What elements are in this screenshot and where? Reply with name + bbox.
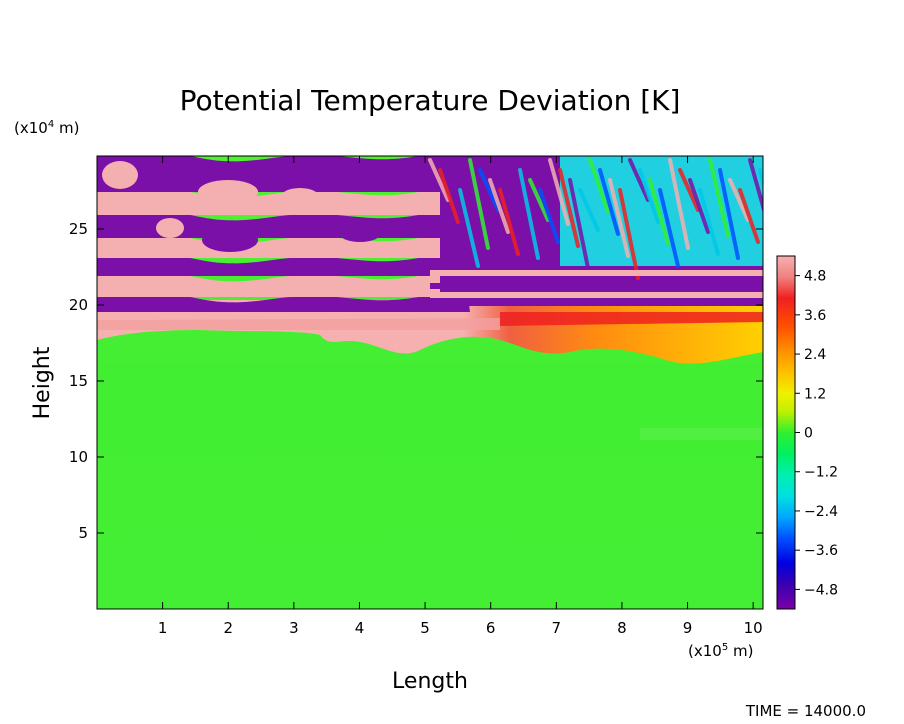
colorbar-label: −2.4 — [804, 504, 838, 520]
heatmap-thin-layer — [430, 292, 763, 298]
heatmap-wave — [438, 168, 460, 224]
y-unit-label: (x104 m) — [14, 119, 79, 137]
heatmap-wave — [658, 188, 680, 268]
heatmap-wave — [628, 158, 650, 202]
heatmap-wave — [508, 158, 530, 238]
heatmap-wave — [698, 188, 720, 256]
y-tick-label: 25 — [69, 220, 88, 238]
plot-frame — [96, 155, 764, 610]
heatmap-layer — [97, 229, 470, 258]
x-tick-label: 5 — [420, 619, 430, 637]
time-footer: TIME = 14000.0 — [745, 702, 866, 720]
heatmap-wave — [668, 158, 690, 250]
heatmap-wave — [728, 178, 750, 222]
heatmap-blob — [198, 180, 258, 204]
x-tick-label: 2 — [223, 619, 233, 637]
heatmap-wave — [708, 158, 730, 238]
heatmap-thin-layer — [430, 283, 763, 289]
chart-title: Potential Temperature Deviation [K] — [180, 84, 681, 117]
heatmap-blob — [280, 188, 320, 208]
colorbar-label: −3.6 — [804, 543, 838, 559]
heatmap-layer — [97, 249, 470, 276]
colorbar-label: 3.6 — [804, 308, 826, 324]
heatmap-wave — [538, 188, 560, 244]
heatmap-thin-layer — [430, 270, 763, 276]
heatmap-wave — [468, 158, 490, 250]
heatmap-field — [97, 156, 763, 609]
x-tick-label: 8 — [617, 619, 627, 637]
y-tick-label: 15 — [69, 372, 88, 390]
colorbar — [776, 255, 796, 610]
heatmap-wave — [428, 158, 450, 202]
heatmap-wave — [648, 178, 670, 246]
heatmap-wave — [608, 178, 630, 258]
heatmap-wave — [558, 168, 580, 248]
heatmap-wave — [548, 158, 570, 226]
heatmap-wave — [568, 178, 590, 270]
heatmap-blob — [338, 222, 382, 242]
heatmap-wave — [578, 188, 600, 232]
heatmap-wave — [688, 178, 710, 234]
heatmap-layer — [97, 156, 470, 192]
colorbar-label: 4.8 — [804, 269, 826, 285]
heatmap-layer — [97, 267, 470, 297]
heatmap-red-core — [500, 312, 763, 326]
x-tick-label: 9 — [683, 619, 693, 637]
heatmap-wave — [458, 188, 480, 268]
x-tick-label: 10 — [744, 619, 763, 637]
heatmap-wave — [488, 178, 510, 234]
heatmap-blob — [102, 161, 138, 189]
heatmap-wave — [678, 168, 700, 212]
x-tick-label: 4 — [355, 619, 365, 637]
heatmap-wave — [448, 178, 470, 246]
heatmap-layer — [97, 288, 470, 312]
heatmap-blob — [202, 228, 258, 252]
colorbar-label: −4.8 — [804, 582, 838, 598]
heatmap-wave — [518, 168, 540, 260]
heatmap-wave — [618, 188, 640, 280]
y-tick-label: 20 — [69, 296, 88, 314]
colorbar-label: −1.2 — [804, 465, 838, 481]
x-tick-label: 7 — [552, 619, 562, 637]
heatmap-pink-core — [97, 318, 500, 330]
heatmap-wave — [528, 178, 550, 222]
heatmap-wave — [498, 188, 520, 256]
heatmap-blob — [156, 218, 184, 238]
heatmap-wave — [638, 168, 660, 224]
heatmap-thin-layer — [430, 300, 763, 306]
x-tick-label: 3 — [289, 619, 299, 637]
x-axis-label: Length — [392, 669, 468, 694]
heatmap-wave — [738, 188, 760, 244]
y-axis-label: Height — [30, 346, 55, 419]
y-tick-label: 5 — [78, 524, 88, 542]
x-unit-label: (x105 m) — [688, 642, 753, 660]
colorbar-label: 0 — [804, 426, 813, 442]
colorbar-label: 2.4 — [804, 347, 826, 363]
heatmap-wave — [478, 168, 500, 212]
heatmap-streak — [640, 428, 763, 440]
heatmap-wave — [598, 168, 620, 236]
heatmap-wave — [748, 158, 763, 214]
heatmap-wave — [718, 168, 740, 260]
y-tick-label: 10 — [69, 448, 88, 466]
colorbar-label: 1.2 — [804, 386, 826, 402]
x-tick-label: 1 — [158, 619, 168, 637]
x-tick-label: 6 — [486, 619, 496, 637]
heatmap-wave — [588, 158, 610, 214]
